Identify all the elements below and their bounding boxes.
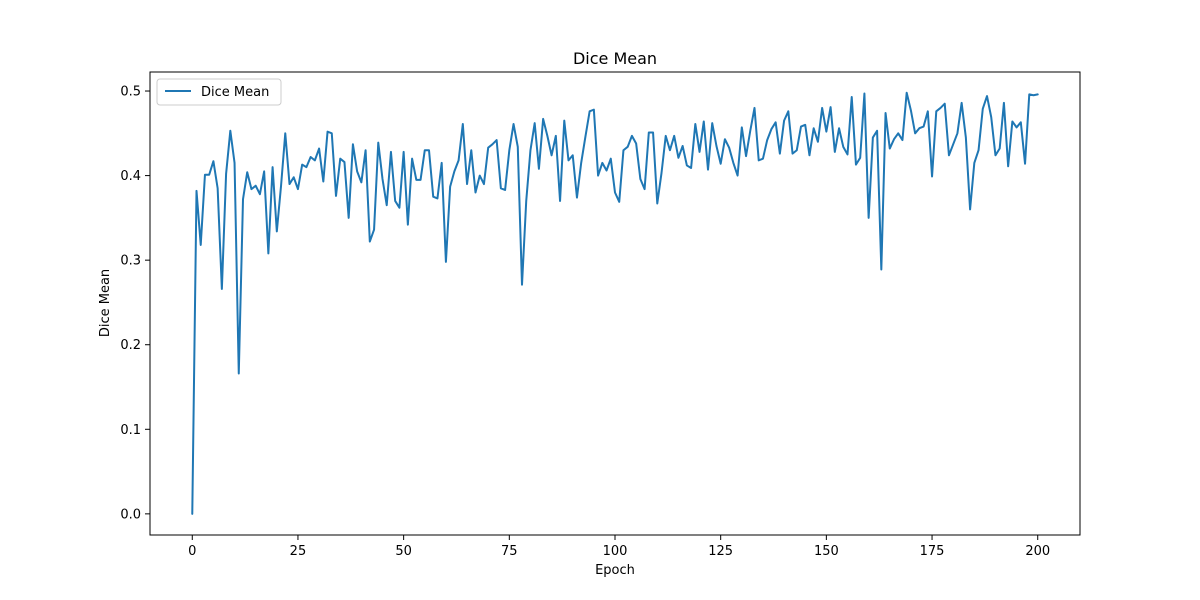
x-axis-ticks: 0 25 50 75 100 125 150 175 200	[188, 535, 1050, 559]
chart-title: Dice Mean	[573, 49, 657, 68]
x-tick-label: 175	[920, 544, 945, 559]
x-tick-label: 200	[1025, 544, 1050, 559]
series-line-dice-mean	[191, 91, 1039, 515]
y-axis-ticks: 0.0 0.1 0.2 0.3 0.4 0.5	[120, 85, 150, 522]
y-axis-label: Dice Mean	[98, 269, 113, 337]
x-axis-label: Epoch	[595, 563, 635, 578]
legend-box	[156, 78, 282, 106]
x-tick-label: 75	[501, 544, 518, 559]
legend: Dice Mean	[156, 78, 282, 106]
x-tick-label: 150	[814, 544, 839, 559]
y-tick-label: 0.4	[120, 169, 141, 184]
y-tick-label: 0.3	[120, 254, 141, 269]
x-tick-label: 100	[603, 544, 628, 559]
y-tick-label: 0.1	[120, 423, 141, 438]
y-tick-label: 0.2	[120, 338, 141, 353]
x-tick-label: 0	[188, 544, 196, 559]
y-tick-label: 0.5	[120, 85, 141, 100]
x-tick-label: 50	[395, 544, 412, 559]
x-tick-label: 25	[290, 544, 307, 559]
y-tick-label: 0.0	[120, 507, 141, 522]
x-tick-label: 125	[708, 544, 733, 559]
legend-label-dice-mean: Dice Mean	[201, 85, 269, 100]
